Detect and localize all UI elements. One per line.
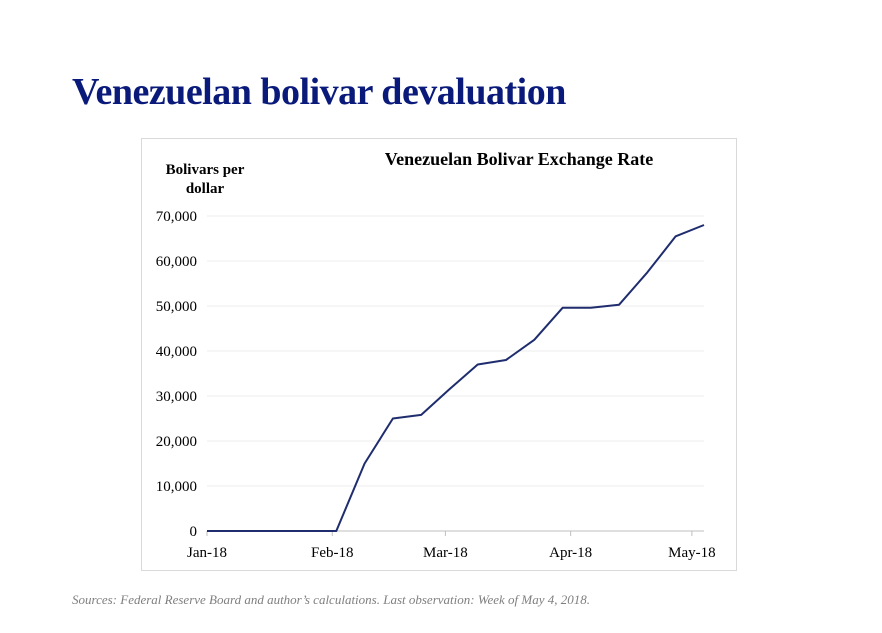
- x-tick-label: Feb-18: [311, 545, 354, 561]
- y-tick-label: 70,000: [156, 209, 197, 225]
- y-tick-label: 0: [190, 524, 198, 540]
- y-tick-label: 10,000: [156, 479, 197, 495]
- y-tick-label: 60,000: [156, 254, 197, 270]
- x-tick-label: Mar-18: [423, 545, 468, 561]
- y-tick-label: 30,000: [156, 389, 197, 405]
- source-note: Sources: Federal Reserve Board and autho…: [72, 592, 590, 607]
- chart-frame: 0 10,000 20,000 30,000 40,000 50,000 60,000 70,…: [141, 138, 737, 571]
- y-tick-label: 50,000: [156, 299, 197, 315]
- x-tick-label: Apr-18: [549, 545, 592, 561]
- x-tick-label: Jan-18: [187, 545, 227, 561]
- chart-title: Venezuelan Bolivar Exchange Rate: [384, 149, 654, 169]
- exchange-rate-line-chart: 0 10,000 20,000 30,000 40,000 50,000 60,000 70,…: [156, 209, 716, 561]
- x-tick-label: May-18: [668, 545, 716, 561]
- y-tick-label: 40,000: [156, 344, 197, 360]
- exchange-rate-series-line: [207, 224, 705, 532]
- y-axis-unit-label: Bolivars per dollar: [165, 162, 245, 197]
- slide-title: Venezuelan bolivar devaluation: [72, 71, 566, 113]
- y-tick-label: 20,000: [156, 434, 197, 450]
